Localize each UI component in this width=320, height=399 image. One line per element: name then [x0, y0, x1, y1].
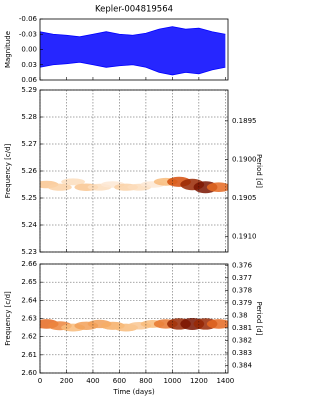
axes-frame: [39, 263, 229, 374]
y-tick-label: 5.23: [21, 248, 37, 256]
y-tick-label: 2.60: [21, 369, 37, 377]
plot-area: [40, 26, 226, 76]
band-edge: [40, 26, 226, 38]
y-tick-label: 5.29: [21, 86, 37, 94]
y-tick-label: 5.25: [21, 194, 37, 202]
plot-area: [40, 317, 228, 332]
band-edge: [40, 61, 226, 76]
y-tick-label: 5.26: [21, 167, 37, 175]
axes-frame: [39, 89, 229, 253]
y-tick-label: 2.66: [21, 260, 37, 268]
chart-title: Kepler-004819564: [95, 5, 173, 15]
x-tick-label: 1400: [216, 377, 234, 385]
y-tick-label: -0.06: [19, 15, 38, 23]
x-tick-label: 1200: [190, 377, 208, 385]
y2-axis-label: Period [d]: [255, 154, 263, 188]
y2-tick-label: 0.1895: [232, 117, 257, 125]
x-tick-label: 200: [60, 377, 73, 385]
y-tick-label: 2.61: [21, 351, 37, 359]
x-tick-label: 600: [113, 377, 126, 385]
y2-tick-label: 0.378: [232, 286, 252, 294]
y-tick-label: 2.64: [21, 296, 37, 304]
y2-tick-label: 0.1910: [232, 233, 257, 241]
x-tick-label: 400: [86, 377, 99, 385]
x-tick-label: 0: [38, 377, 42, 385]
y-axis-label: Magnitude: [4, 31, 12, 68]
power-blob: [61, 178, 86, 186]
power-blob: [206, 319, 228, 329]
y-tick-label: 0.00: [21, 46, 37, 54]
y2-tick-label: 0.384: [232, 361, 253, 369]
y2-tick-label: 0.376: [232, 261, 253, 269]
y2-tick-label: 0.382: [232, 336, 252, 344]
y2-tick-label: 0.38: [232, 311, 248, 319]
x-axis-label: Time (days): [112, 388, 155, 396]
y-tick-label: 5.28: [21, 113, 37, 121]
y-tick-label: 0.06: [21, 76, 37, 84]
y-tick-label: 5.27: [21, 140, 37, 148]
y-tick-label: 0.03: [21, 61, 37, 69]
y-axis-label: Frequency [c/d]: [4, 143, 12, 198]
y-tick-label: 2.65: [21, 278, 37, 286]
chart: Kepler-004819564 -0.06 -0.03 0.00 0.03 0.06 M…: [4, 5, 263, 397]
y2-tick-label: 0.1905: [232, 194, 257, 202]
power-blob: [47, 183, 72, 191]
y2-axis-label: Period [d]: [255, 302, 263, 336]
y2-tick-label: 0.381: [232, 324, 252, 332]
y-tick-label: -0.03: [19, 30, 37, 38]
y-axis-label: Frequency [c/d]: [4, 291, 12, 346]
x-tick-label: 1000: [163, 377, 181, 385]
y2-tick-label: 0.1900: [232, 155, 257, 163]
band-fill: [40, 26, 226, 75]
x-tick-label: 800: [139, 377, 152, 385]
power-blob: [206, 182, 228, 192]
y-tick-label: 2.62: [21, 333, 37, 341]
y-tick-label: 2.63: [21, 315, 37, 323]
y2-tick-label: 0.379: [232, 299, 252, 307]
y2-tick-label: 0.377: [232, 274, 252, 282]
axes-frame: [39, 18, 229, 81]
plot-area: [40, 176, 228, 194]
y-tick-label: 5.24: [21, 221, 37, 229]
y2-tick-label: 0.383: [232, 349, 252, 357]
